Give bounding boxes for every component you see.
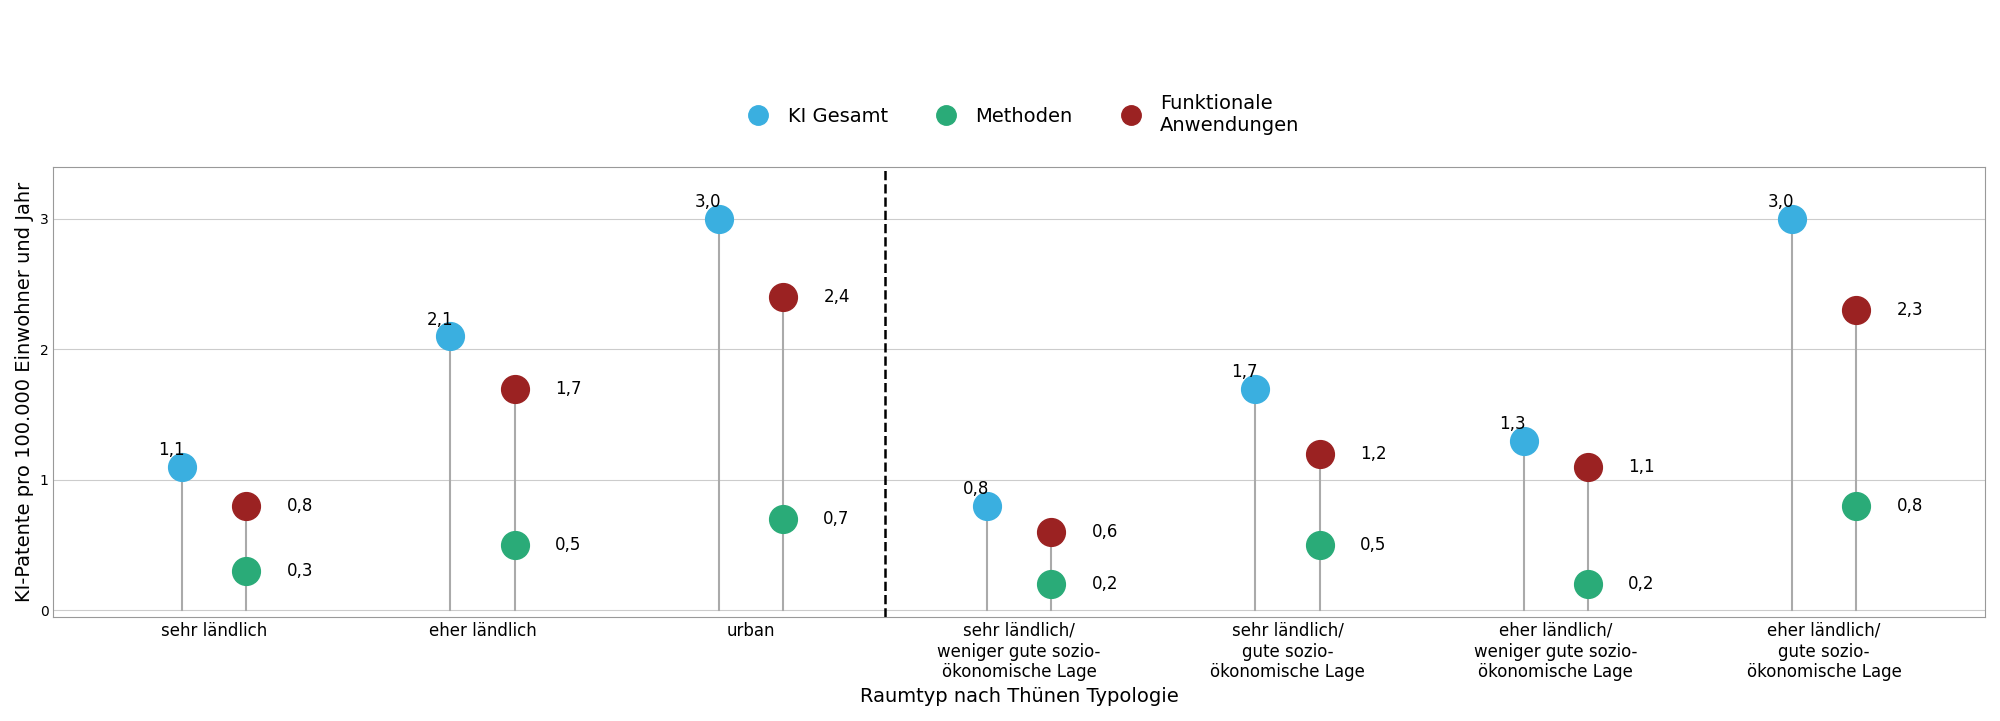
Text: 0,2: 0,2 bbox=[1628, 575, 1654, 593]
Text: 0,7: 0,7 bbox=[824, 510, 850, 528]
Point bbox=[1240, 383, 1272, 394]
Text: 0,8: 0,8 bbox=[964, 480, 990, 498]
Text: 1,7: 1,7 bbox=[554, 380, 582, 397]
Text: 3,0: 3,0 bbox=[1768, 193, 1794, 211]
Point bbox=[1304, 539, 1336, 551]
Text: 0,8: 0,8 bbox=[286, 497, 314, 515]
Text: 3,0: 3,0 bbox=[694, 193, 722, 211]
Text: 0,2: 0,2 bbox=[1092, 575, 1118, 593]
Point bbox=[434, 331, 466, 342]
Point bbox=[498, 383, 530, 394]
Point bbox=[1036, 578, 1068, 590]
Text: 0,8: 0,8 bbox=[1896, 497, 1922, 515]
Point bbox=[1508, 435, 1540, 446]
Text: 2,4: 2,4 bbox=[824, 288, 850, 306]
Text: 0,5: 0,5 bbox=[554, 536, 582, 554]
Text: 0,6: 0,6 bbox=[1092, 523, 1118, 541]
Text: 2,1: 2,1 bbox=[426, 311, 452, 329]
Point bbox=[768, 513, 800, 525]
Text: 1,2: 1,2 bbox=[1360, 445, 1386, 463]
Text: 1,1: 1,1 bbox=[1628, 458, 1654, 476]
Point bbox=[1840, 500, 1872, 512]
Legend: KI Gesamt, Methoden, Funktionale
Anwendungen: KI Gesamt, Methoden, Funktionale Anwendu… bbox=[732, 87, 1308, 143]
Point bbox=[166, 461, 198, 473]
Point bbox=[1036, 526, 1068, 538]
Point bbox=[970, 500, 1002, 512]
Text: 0,3: 0,3 bbox=[286, 562, 314, 580]
Point bbox=[230, 565, 262, 577]
Y-axis label: KI-Patente pro 100.000 Einwohner und Jahr: KI-Patente pro 100.000 Einwohner und Jah… bbox=[14, 182, 34, 602]
Point bbox=[1572, 578, 1604, 590]
Text: 1,7: 1,7 bbox=[1232, 363, 1258, 381]
Point bbox=[230, 500, 262, 512]
X-axis label: Raumtyp nach Thünen Typologie: Raumtyp nach Thünen Typologie bbox=[860, 687, 1178, 706]
Point bbox=[768, 291, 800, 303]
Point bbox=[1840, 304, 1872, 316]
Point bbox=[498, 539, 530, 551]
Text: 1,3: 1,3 bbox=[1500, 415, 1526, 433]
Point bbox=[1776, 213, 1808, 225]
Point bbox=[1572, 461, 1604, 473]
Point bbox=[702, 213, 734, 225]
Text: 1,1: 1,1 bbox=[158, 441, 184, 459]
Text: 0,5: 0,5 bbox=[1360, 536, 1386, 554]
Point bbox=[1304, 448, 1336, 459]
Text: 2,3: 2,3 bbox=[1896, 301, 1924, 319]
